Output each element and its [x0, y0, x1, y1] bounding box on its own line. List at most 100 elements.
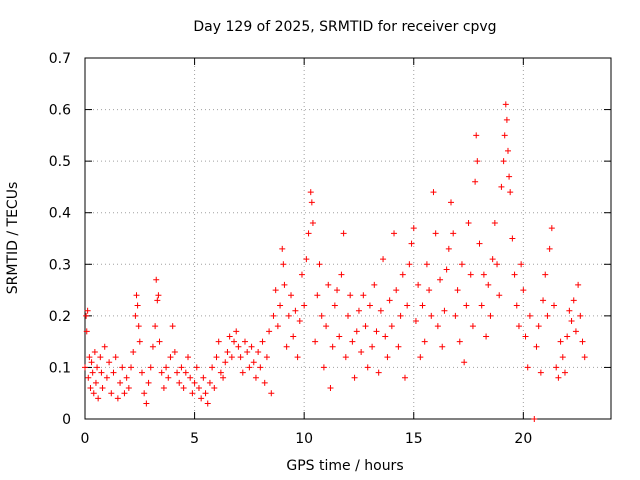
data-point	[174, 369, 181, 376]
data-point	[441, 307, 448, 314]
data-point	[191, 379, 198, 386]
y-tick-label: 0.4	[49, 206, 71, 222]
data-point	[476, 240, 483, 247]
data-point	[130, 348, 137, 355]
y-tick-label: 0.7	[49, 51, 71, 67]
data-point	[312, 338, 319, 345]
data-point	[112, 354, 119, 361]
data-point	[233, 328, 240, 335]
data-point	[327, 385, 334, 392]
data-point	[334, 287, 341, 294]
data-point	[155, 292, 162, 299]
data-point	[123, 374, 130, 381]
data-point	[268, 390, 275, 397]
data-point	[430, 189, 437, 196]
data-point	[546, 245, 553, 252]
data-point	[250, 359, 257, 366]
data-point	[308, 199, 315, 206]
data-point	[351, 374, 358, 381]
data-point	[382, 333, 389, 340]
data-point	[340, 230, 347, 237]
data-point	[125, 385, 132, 392]
data-point	[189, 390, 196, 397]
data-point	[450, 230, 457, 237]
data-point	[314, 292, 321, 299]
data-point	[415, 281, 422, 288]
data-point	[349, 338, 356, 345]
data-point	[503, 116, 510, 123]
data-point	[272, 287, 279, 294]
data-point	[399, 271, 406, 278]
data-point	[217, 369, 224, 376]
y-axis-title: SRMTID / TECUs	[5, 182, 21, 295]
data-point	[406, 261, 413, 268]
data-point	[531, 416, 538, 422]
data-point	[478, 302, 485, 309]
data-point	[94, 364, 101, 371]
data-point	[213, 354, 220, 361]
data-point	[542, 271, 549, 278]
data-point	[301, 302, 308, 309]
data-point	[274, 323, 281, 330]
data-point	[119, 364, 126, 371]
data-point	[472, 178, 479, 185]
data-point	[524, 364, 531, 371]
data-point	[101, 343, 108, 350]
data-point	[540, 297, 547, 304]
x-axis-title: GPS time / hours	[286, 458, 403, 474]
data-point	[417, 354, 424, 361]
data-point	[160, 385, 167, 392]
data-point	[496, 292, 503, 299]
data-point	[298, 271, 305, 278]
data-point	[507, 189, 514, 196]
data-point	[421, 338, 428, 345]
data-point	[147, 364, 154, 371]
data-point	[434, 323, 441, 330]
y-tick-label: 0.3	[49, 257, 71, 273]
data-point	[182, 369, 189, 376]
data-point	[515, 323, 522, 330]
data-point	[263, 354, 270, 361]
data-point	[579, 338, 586, 345]
data-point	[167, 354, 174, 361]
y-tick-label: 0.6	[49, 103, 71, 119]
grid-lines	[85, 58, 611, 419]
data-point	[564, 333, 571, 340]
data-point	[95, 395, 102, 402]
data-point	[202, 390, 209, 397]
plot-area	[84, 57, 612, 420]
data-point	[309, 220, 316, 227]
data-point	[384, 354, 391, 361]
data-point	[498, 183, 505, 190]
data-point	[110, 369, 117, 376]
data-point	[513, 302, 520, 309]
data-point	[261, 379, 268, 386]
data-point	[401, 374, 408, 381]
data-point	[165, 374, 172, 381]
data-point	[92, 379, 99, 386]
data-point	[467, 271, 474, 278]
data-point	[270, 312, 277, 319]
data-point	[135, 323, 142, 330]
data-point	[439, 343, 446, 350]
data-point	[551, 302, 558, 309]
data-point	[158, 369, 165, 376]
data-point	[224, 348, 231, 355]
data-point	[296, 318, 303, 325]
data-point	[345, 312, 351, 319]
data-point	[329, 343, 336, 350]
data-point	[193, 364, 200, 371]
data-point	[138, 369, 145, 376]
data-point	[235, 343, 242, 350]
data-point	[325, 281, 332, 288]
data-point	[452, 312, 459, 319]
data-point	[226, 333, 233, 340]
data-point	[320, 364, 327, 371]
data-point	[380, 256, 387, 263]
data-point	[338, 271, 345, 278]
data-point	[266, 328, 273, 335]
data-point	[544, 312, 551, 319]
data-point	[570, 297, 577, 304]
data-point	[257, 364, 264, 371]
